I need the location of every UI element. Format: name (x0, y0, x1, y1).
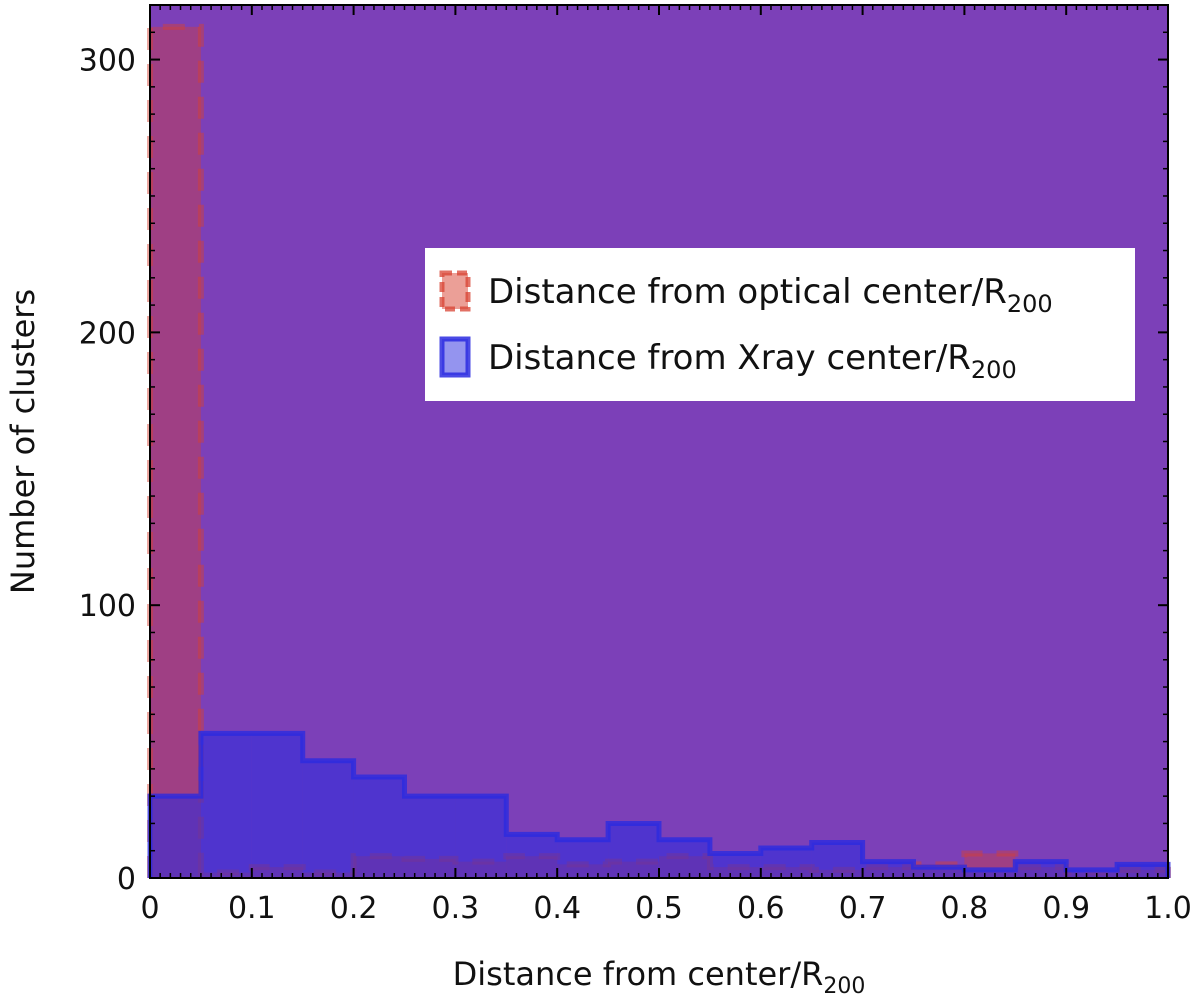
legend-label-optical-main: Distance from optical center/R (488, 272, 1007, 312)
bar-xray-19 (1117, 864, 1168, 878)
bar-xray-17 (1015, 861, 1067, 878)
bars-layer (147, 23, 1171, 878)
legend-label-optical: Distance from optical center/R200 (488, 272, 1053, 318)
bar-xray-6 (455, 796, 507, 878)
series-xray (147, 730, 1171, 878)
bar-xray-12 (760, 847, 812, 878)
x-axis-label-sub: 200 (823, 974, 865, 999)
x-tick-label: 0.7 (839, 891, 887, 926)
bar-optical-0 (150, 26, 201, 878)
bar-xray-16 (964, 869, 1016, 878)
ticks-layer: 0 0.1 0.2 0.3 0.4 0.5 0.6 0.7 0.8 0.9 1.0 0 100 200 30… (79, 4, 1192, 926)
x-tick-label: 0.5 (635, 891, 683, 926)
bar-xray-0 (150, 796, 201, 878)
legend-label-optical-sub: 200 (1007, 290, 1053, 318)
legend-label-xray-main: Distance from Xray center/R (488, 338, 971, 378)
legend-box (425, 248, 1135, 401)
legend-item-xray: Distance from Xray center/R200 (439, 336, 1017, 384)
plot-area (150, 5, 1168, 878)
x-tick-label: 0.6 (737, 891, 785, 926)
bar-xray-5 (404, 796, 456, 878)
bar-xray-15 (913, 867, 965, 878)
x-tick-label: 0.4 (533, 891, 581, 926)
bar-xray-2 (251, 733, 303, 878)
bar-xray-14 (862, 861, 914, 878)
legend-label-xray-sub: 200 (971, 356, 1017, 384)
x-tick-label: 0.2 (330, 891, 378, 926)
x-axis-label-main: Distance from center/R (453, 955, 824, 993)
y-tick-label: 300 (79, 44, 136, 79)
y-axis-label: Number of clusters (4, 289, 42, 594)
legend-item-optical: Distance from optical center/R200 (439, 270, 1053, 318)
bar-xray-4 (353, 777, 405, 878)
legend-swatch-optical (439, 270, 471, 312)
y-tick-label: 0 (117, 862, 136, 897)
x-tick-label: 0.8 (941, 891, 989, 926)
bar-xray-10 (659, 839, 710, 878)
bar-xray-1 (200, 733, 252, 878)
bar-xray-9 (608, 823, 659, 878)
x-tick-label: 0.9 (1042, 891, 1090, 926)
y-tick-label: 100 (79, 589, 136, 624)
x-tick-label: 0.1 (228, 891, 276, 926)
bar-xray-8 (557, 839, 609, 878)
legend: Distance from optical center/R200 Distan… (425, 248, 1135, 401)
x-tick-label: 0 (140, 891, 159, 926)
bar-xray-7 (506, 834, 558, 878)
outline-xray (147, 730, 1171, 878)
legend-label-xray: Distance from Xray center/R200 (488, 338, 1017, 384)
x-tick-label: 1.0 (1144, 891, 1192, 926)
legend-swatch-xray (439, 336, 471, 378)
bar-xray-18 (1066, 869, 1118, 878)
bar-xray-11 (709, 853, 761, 878)
bar-xray-13 (811, 842, 863, 878)
bar-xray-3 (302, 760, 354, 878)
x-tick-label: 0.3 (432, 891, 480, 926)
y-tick-label: 200 (79, 316, 136, 351)
x-axis-label: Distance from center/R200 (453, 955, 866, 999)
